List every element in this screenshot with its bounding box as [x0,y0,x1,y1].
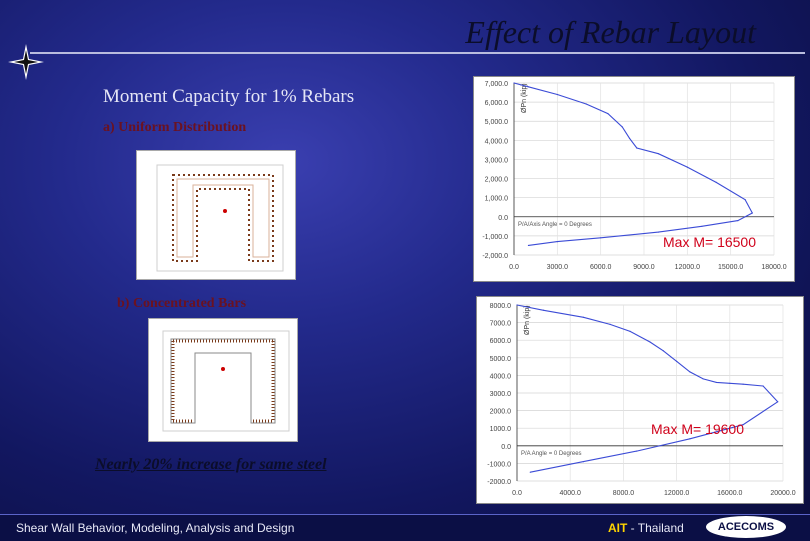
annotation-text: P/A Angle = 0 Degrees [521,451,582,457]
section-b-label: b) Concentrated Bars [117,296,247,311]
max-moment-label-b: Max M= 19600 [651,421,744,437]
y-tick-label: 3000.0 [490,391,512,398]
x-tick-label: 3000.0 [547,264,569,271]
uniform-section-diagram [136,150,296,280]
curve-point [744,198,746,201]
y-tick-label: 4000.0 [490,373,512,380]
ait-label: AIT [608,521,628,535]
x-tick-label: 9000.0 [633,264,655,271]
y-axis-label: ØPn (kip) [521,83,528,113]
y-tick-label: 3,000.0 [485,157,508,164]
y-tick-label: 8000.0 [490,303,512,310]
curve-point [516,304,518,306]
max-moment-label-a: Max M= 16500 [663,234,756,250]
curve-point [628,137,631,140]
curve-point [742,424,744,426]
x-tick-label: 0.0 [509,264,519,271]
curve-point [527,86,530,88]
curve-point [689,438,691,440]
curve-point [636,450,638,452]
y-tick-label: -1,000.0 [482,234,508,241]
footer-institution: AIT - Thailand [608,521,684,535]
interaction-chart-b: 8000.0 7000.0 6000.0 5000.0 4000.0 3000.0 2000… [476,296,804,504]
title-divider [30,52,805,54]
curve-point [600,237,602,239]
y-tick-label: 1000.0 [490,426,512,433]
y-tick-label: 6000.0 [490,338,512,345]
curve-point [689,371,691,373]
x-tick-label: 18000.0 [761,264,786,271]
y-tick-label: -2,000.0 [482,253,508,260]
x-tick-label: 8000.0 [613,490,635,497]
x-tick-label: 12000.0 [675,264,700,271]
curve-point [621,126,623,128]
slide-subtitle: Moment Capacity for 1% Rebars [103,86,355,107]
curve-point [582,461,585,463]
curve-point [527,244,530,247]
concentrated-section-diagram [148,318,298,442]
y-tick-label: 2,000.0 [485,177,508,184]
curve-point [701,225,703,227]
curve-point [629,330,631,332]
x-tick-label: 15000.0 [718,264,743,271]
conclusion-text: Nearly 20% increase for same steel [95,456,327,473]
x-tick-label: 6000.0 [590,264,612,271]
curve-point [556,93,558,96]
footer-bar: Shear Wall Behavior, Modeling, Analysis … [0,514,810,541]
curve-point [543,309,545,311]
x-tick-label: 16000.0 [717,490,742,497]
curve-point [513,82,515,84]
y-tick-label: 5000.0 [490,356,512,363]
y-tick-label: 7,000.0 [485,81,508,88]
curve-point [607,112,609,115]
annotation-text: P/A/Axis Angle = 0 Degrees [518,222,592,228]
section-a-label: a) Uniform Distribution [103,120,247,135]
x-tick-label: 4000.0 [559,490,581,497]
y-tick-label: 4,000.0 [485,138,508,145]
curve-point [702,378,704,380]
curve-point [686,166,688,168]
x-tick-label: 12000.0 [664,490,689,497]
y-tick-label: 7000.0 [490,321,512,328]
y-tick-label: 0.0 [501,444,511,451]
curve-point [676,360,678,362]
acecoms-logo: ACECOMS [706,516,786,538]
x-tick-label: 0.0 [512,490,522,497]
y-tick-label: 5,000.0 [485,119,508,126]
y-tick-label: 6,000.0 [485,100,508,107]
curve-point [742,383,744,385]
curve-point [662,350,664,352]
curve-point [657,231,660,233]
x-tick-label: 20000.0 [770,490,795,497]
y-tick-label: 0.0 [498,215,508,222]
curve-point [585,103,587,105]
slide-title: Effect of Rebar Layout [465,14,756,50]
curve-point [582,316,585,318]
curve-point [777,401,779,403]
curve-point [609,323,611,325]
footer-course-title: Shear Wall Behavior, Modeling, Analysis … [16,521,295,535]
interaction-curve [516,304,779,473]
curve-point [737,220,739,222]
curve-point [649,341,651,343]
y-tick-label: 2000.0 [490,409,512,416]
curve-point [729,382,731,384]
sparkle-star-icon [8,44,44,80]
interaction-chart-a: 7,000.0 6,000.0 5,000.0 4,000.0 3,000.0 2,000… [473,76,795,282]
curve-point [751,212,753,214]
curve-point [762,385,764,387]
y-tick-label: 1,000.0 [485,196,508,203]
y-tick-label: -1000.0 [487,461,511,468]
thailand-label: - Thailand [627,521,684,535]
curve-point [636,147,638,149]
y-axis-label: ØPn (kip) [524,305,531,335]
curve-point [556,241,558,243]
y-tick-label: -2000.0 [487,479,511,486]
curve-point [529,471,531,473]
curve-point [715,181,717,183]
curve-point [657,153,660,155]
curve-point [715,381,718,384]
